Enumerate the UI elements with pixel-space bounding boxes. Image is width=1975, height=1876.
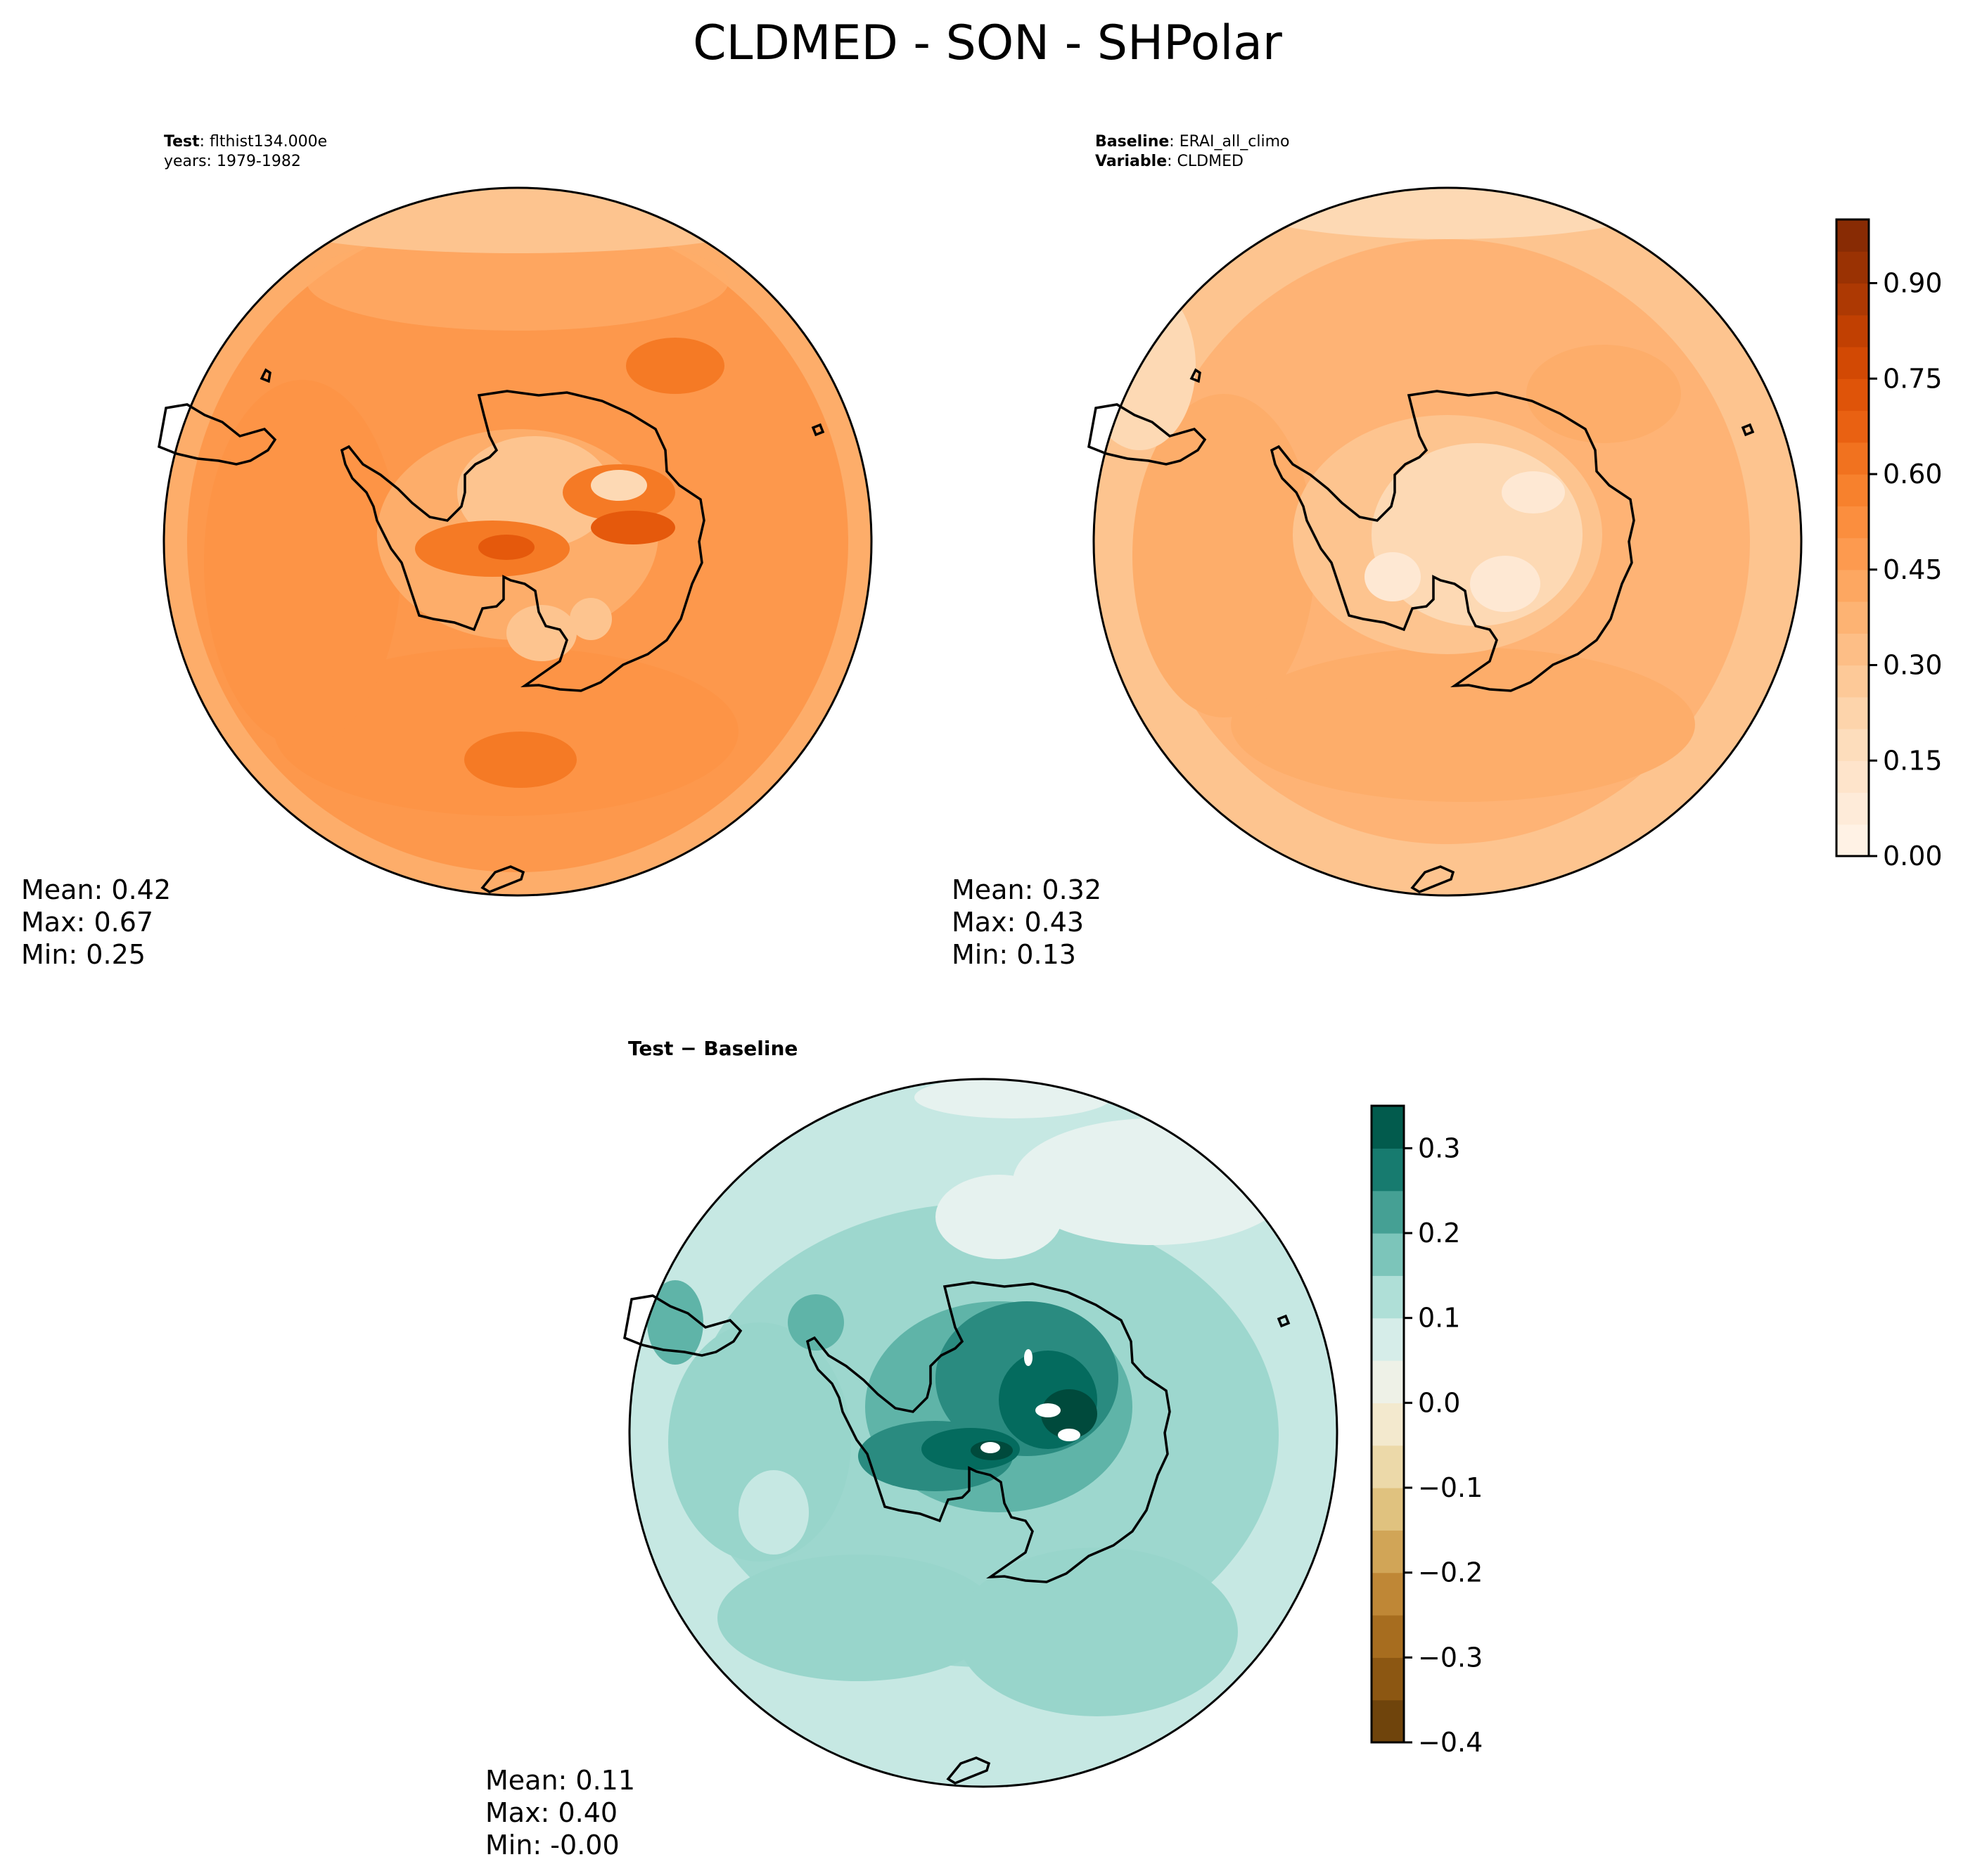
oranges-colorbar-cell: [1836, 601, 1869, 634]
oranges-colorbar: 0.00 0.15 0.30 0.45 0.60 0.75 0.90: [1835, 218, 1943, 872]
oranges-colorbar-tick-label: 0.15: [1883, 745, 1943, 776]
test-map: [164, 188, 871, 895]
oranges-colorbar-cell: [1836, 283, 1869, 316]
oranges-colorbar-cell: [1836, 506, 1869, 539]
test-years: years: 1979-1982: [164, 153, 301, 170]
brbg-colorbar-frame: [1370, 1104, 1405, 1744]
brbg-colorbar-cell: [1372, 1275, 1404, 1319]
brbg-colorbar-cell: [1372, 1657, 1404, 1701]
baseline-stats: Mean: 0.32 Max: 0.43 Min: 0.13: [952, 874, 1101, 971]
diff-min: Min: -0.00: [485, 1830, 620, 1861]
oranges-colorbar-cell: [1836, 792, 1869, 825]
baseline-boundary: [1092, 186, 1803, 897]
brbg-colorbar-cell: [1372, 1615, 1404, 1658]
oranges-colorbar-cell: [1836, 378, 1869, 411]
test-min: Min: 0.25: [21, 939, 146, 970]
oranges-colorbar-cell: [1836, 219, 1869, 252]
oranges-colorbar-tick-label: 0.60: [1883, 459, 1943, 490]
test-stats: Mean: 0.42 Max: 0.67 Min: 0.25: [21, 874, 171, 971]
oranges-colorbar-frame: [1835, 218, 1870, 857]
oranges-colorbar-cell: [1836, 665, 1869, 698]
baseline-coastlines: [1087, 368, 1755, 893]
oranges-colorbar-cell: [1836, 696, 1869, 729]
baseline-variable-value: CLDMED: [1177, 153, 1244, 170]
oranges-colorbar-cell: [1836, 760, 1869, 793]
brbg-colorbar-cell: [1372, 1445, 1404, 1488]
brbg-colorbar-cell: [1372, 1317, 1404, 1361]
test-metadata: Test: flthist134.000e years: 1979-1982: [164, 133, 328, 170]
brbg-colorbar-cell: [1372, 1190, 1404, 1234]
diff-boundary: [628, 1078, 1338, 1788]
oranges-colorbar-cell: [1836, 442, 1869, 475]
brbg-colorbar-tick-label: 0.1: [1418, 1303, 1460, 1334]
brbg-colorbar-cell: [1372, 1403, 1404, 1446]
brbg-colorbar-cell: [1372, 1148, 1404, 1192]
oranges-colorbar-tick-label: 0.75: [1883, 363, 1943, 394]
oranges-colorbar-cell: [1836, 314, 1869, 347]
baseline-min: Min: 0.13: [952, 939, 1076, 970]
brbg-colorbar-tick-label: −0.4: [1418, 1727, 1483, 1758]
oranges-colorbar-cell: [1836, 410, 1869, 443]
test-label-value: flthist134.000e: [210, 133, 328, 151]
oranges-colorbar-cell: [1836, 347, 1869, 379]
baseline-mean: Mean: 0.32: [952, 874, 1102, 905]
diff-stats: Mean: 0.11 Max: 0.40 Min: -0.00: [485, 1764, 635, 1861]
test-max: Max: 0.67: [21, 907, 154, 938]
brbg-colorbar-tick-label: −0.2: [1418, 1557, 1483, 1588]
diff-title: Test − Baseline: [628, 1037, 798, 1060]
brbg-colorbar: 0.3 0.2 0.1 0.0 −0.1 −0.2 −0.3 −0.4: [1370, 1104, 1483, 1758]
baseline-metadata: Baseline: ERAI_all_climo Variable: CLDME…: [1095, 133, 1290, 170]
test-coastlines: [158, 368, 825, 893]
brbg-colorbar-cell: [1372, 1233, 1404, 1276]
brbg-colorbar-tick-label: 0.3: [1418, 1132, 1460, 1163]
oranges-colorbar-cell: [1836, 824, 1869, 857]
oranges-colorbar-tick-label: 0.90: [1883, 268, 1943, 299]
brbg-colorbar-cell: [1372, 1106, 1404, 1149]
brbg-colorbar-cell: [1372, 1699, 1404, 1743]
brbg-colorbar-cell: [1372, 1360, 1404, 1403]
diff-mean: Mean: 0.11: [485, 1765, 636, 1796]
brbg-colorbar-tick-label: 0.0: [1418, 1387, 1460, 1418]
baseline-variable-key: Variable: [1095, 153, 1168, 170]
oranges-colorbar-cell: [1836, 537, 1869, 570]
baseline-max: Max: 0.43: [952, 907, 1085, 938]
brbg-colorbar-tick-label: −0.1: [1418, 1472, 1483, 1503]
oranges-colorbar-tick-label: 0.30: [1883, 650, 1943, 681]
oranges-colorbar-cell: [1836, 474, 1869, 506]
diff-max: Max: 0.40: [485, 1797, 618, 1828]
baseline-label-value: ERAI_all_climo: [1179, 133, 1290, 151]
brbg-colorbar-cell: [1372, 1572, 1404, 1616]
brbg-colorbar-tick-label: 0.2: [1418, 1218, 1460, 1249]
brbg-colorbar-cell: [1372, 1488, 1404, 1531]
test-mean: Mean: 0.42: [21, 874, 172, 905]
test-boundary: [162, 186, 873, 897]
oranges-colorbar-cell: [1836, 251, 1869, 284]
baseline-label-key: Baseline: [1095, 133, 1170, 151]
brbg-colorbar-cell: [1372, 1530, 1404, 1574]
test-label-key: Test: [164, 133, 200, 151]
diff-map: [629, 1079, 1337, 1787]
baseline-map: [1094, 188, 1801, 895]
brbg-colorbar-tick-label: −0.3: [1418, 1642, 1483, 1673]
oranges-colorbar-cell: [1836, 729, 1869, 761]
figure-title: CLDMED - SON - SHPolar: [693, 15, 1282, 71]
oranges-colorbar-tick-label: 0.45: [1883, 554, 1943, 585]
oranges-colorbar-tick-label: 0.00: [1883, 841, 1943, 872]
diff-coastlines: [623, 1281, 1291, 1785]
oranges-colorbar-cell: [1836, 633, 1869, 666]
oranges-colorbar-cell: [1836, 569, 1869, 602]
